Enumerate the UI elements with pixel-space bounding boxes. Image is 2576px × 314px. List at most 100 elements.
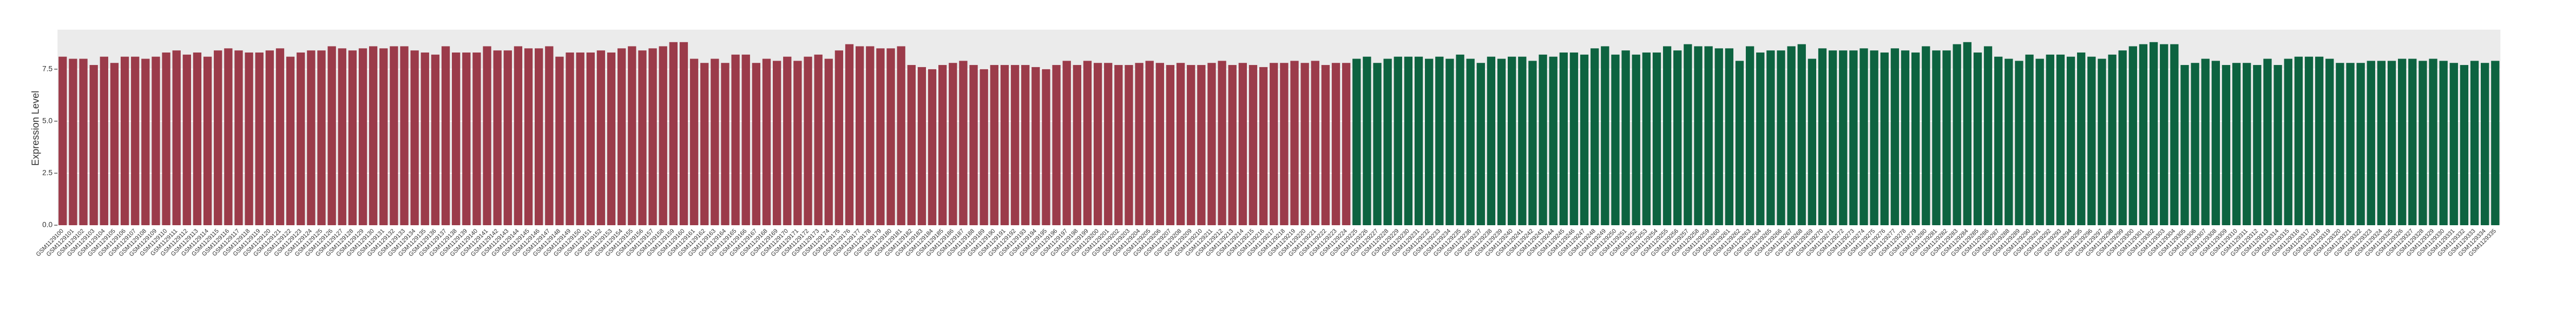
bar — [2232, 63, 2241, 225]
bar — [1042, 69, 1050, 225]
bar — [152, 56, 160, 225]
bar — [58, 56, 67, 225]
bar — [1238, 63, 1247, 225]
bar — [897, 46, 905, 225]
bar — [700, 63, 709, 225]
bar — [214, 50, 222, 225]
bar — [203, 56, 212, 225]
bar — [824, 58, 833, 225]
bar — [1559, 53, 1568, 225]
bar — [711, 58, 719, 225]
bar — [1021, 65, 1030, 225]
bar — [327, 46, 336, 225]
bar — [348, 50, 357, 225]
y-tick-label: 7.5 — [42, 64, 52, 73]
bar — [2087, 56, 2096, 225]
bar — [990, 65, 998, 225]
bar — [234, 50, 243, 225]
bar — [1476, 63, 1485, 225]
bar — [1973, 53, 1982, 225]
bar — [1300, 63, 1309, 225]
bar — [2056, 54, 2065, 225]
bar — [2273, 65, 2282, 225]
bar — [2243, 63, 2251, 225]
bar — [2005, 58, 2013, 225]
bar — [772, 61, 781, 225]
bar — [659, 46, 667, 225]
bar — [2160, 44, 2168, 225]
bar — [1010, 65, 1020, 225]
bar — [2046, 54, 2054, 225]
bar — [2222, 65, 2231, 225]
bar — [1652, 53, 1661, 225]
bar — [2015, 61, 2023, 225]
bar — [2149, 42, 2158, 225]
bar — [2118, 50, 2127, 225]
bar — [762, 58, 771, 225]
bar — [1725, 48, 1734, 225]
bar — [141, 58, 150, 225]
bar — [472, 53, 481, 225]
bar — [1176, 63, 1185, 225]
bar — [493, 50, 502, 225]
bar — [286, 56, 295, 225]
bar — [1901, 50, 1910, 225]
bar — [1114, 65, 1123, 225]
bar — [1456, 54, 1464, 225]
y-tick-label: 2.5 — [42, 169, 52, 177]
bar — [1352, 58, 1361, 225]
bar — [1518, 56, 1527, 225]
bar — [886, 48, 895, 225]
bar — [804, 56, 812, 225]
bar — [1093, 63, 1102, 225]
bar — [2419, 61, 2427, 225]
bar — [2491, 61, 2500, 225]
bar — [1859, 48, 1868, 225]
bar — [938, 65, 947, 225]
bar — [1569, 53, 1579, 225]
bar — [89, 65, 98, 225]
bar — [400, 46, 409, 225]
bar — [1197, 65, 1206, 225]
bar — [1290, 61, 1299, 225]
bar — [535, 48, 543, 225]
bar — [1849, 50, 1858, 225]
bar — [69, 58, 77, 225]
bar — [679, 42, 688, 225]
bar — [586, 53, 595, 225]
bar — [648, 48, 657, 225]
bar — [1632, 54, 1640, 225]
bar — [1155, 63, 1164, 225]
bar — [1145, 61, 1154, 225]
bar — [338, 48, 346, 225]
bar — [1331, 63, 1340, 225]
bar — [524, 48, 533, 225]
bar — [783, 56, 792, 225]
bar — [2170, 44, 2179, 225]
bar — [1994, 56, 2003, 225]
bar — [845, 44, 854, 225]
bar — [1383, 58, 1392, 225]
bar — [2429, 58, 2437, 225]
bar — [2139, 44, 2148, 225]
bar — [834, 50, 844, 225]
bar — [369, 46, 378, 225]
bar — [462, 53, 471, 225]
bar — [2191, 63, 2199, 225]
bar — [514, 46, 523, 225]
bar — [307, 50, 316, 225]
bar — [2108, 54, 2117, 225]
bar — [1808, 58, 1817, 225]
bar — [2397, 58, 2407, 225]
bar — [545, 46, 554, 225]
bar — [1321, 65, 1330, 225]
bar — [1549, 56, 1558, 225]
bar — [2077, 53, 2086, 225]
bar — [172, 50, 181, 225]
bar — [265, 50, 274, 225]
bar — [689, 58, 699, 225]
bar — [628, 46, 636, 225]
bar — [1694, 46, 1703, 225]
bar — [1880, 53, 1889, 225]
